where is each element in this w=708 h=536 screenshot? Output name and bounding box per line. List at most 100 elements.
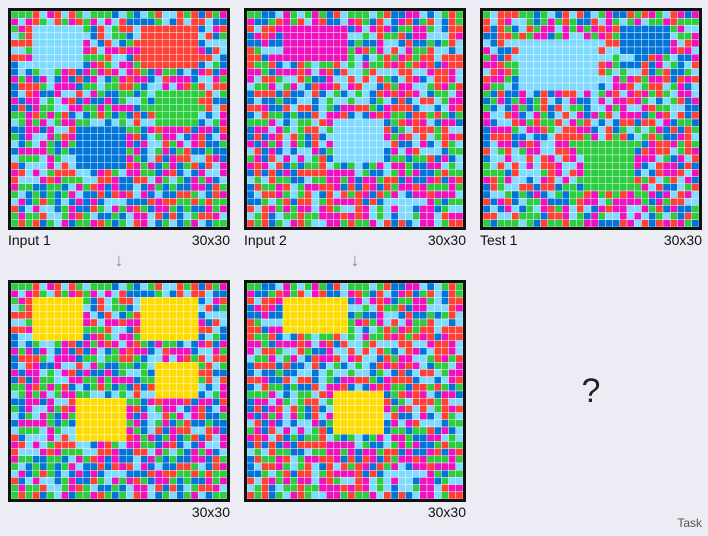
grid-cell[interactable]	[569, 205, 577, 213]
grid-cell[interactable]	[205, 469, 213, 478]
grid-cell[interactable]	[405, 133, 413, 141]
grid-cell[interactable]	[455, 176, 463, 185]
grid-cell[interactable]	[46, 32, 55, 41]
grid-cell[interactable]	[662, 32, 671, 41]
grid-cell[interactable]	[684, 133, 693, 141]
grid-cell[interactable]	[169, 46, 177, 55]
grid-cell[interactable]	[82, 111, 91, 120]
grid-cell[interactable]	[318, 297, 327, 305]
grid-cell[interactable]	[268, 361, 277, 370]
grid-cell[interactable]	[633, 104, 642, 112]
grid-cell[interactable]	[361, 311, 370, 320]
grid-cell[interactable]	[282, 190, 291, 199]
grid-cell[interactable]	[205, 11, 213, 19]
grid-cell[interactable]	[383, 176, 392, 185]
grid-cell[interactable]	[97, 118, 105, 127]
grid-cell[interactable]	[97, 111, 105, 120]
grid-cell[interactable]	[147, 205, 156, 213]
grid-cell[interactable]	[354, 118, 363, 127]
grid-cell[interactable]	[397, 25, 406, 33]
grid-cell[interactable]	[125, 25, 134, 33]
grid-cell[interactable]	[176, 326, 185, 334]
grid-cell[interactable]	[554, 118, 563, 127]
grid-cell[interactable]	[82, 54, 91, 62]
grid-cell[interactable]	[518, 111, 527, 120]
grid-cell[interactable]	[433, 219, 442, 227]
grid-cell[interactable]	[154, 97, 163, 105]
grid-cell[interactable]	[669, 46, 678, 55]
grid-cell[interactable]	[361, 491, 370, 499]
grid-cell[interactable]	[154, 484, 163, 493]
grid-cell[interactable]	[691, 11, 699, 19]
grid-cell[interactable]	[340, 39, 348, 48]
grid-cell[interactable]	[268, 54, 277, 62]
grid-cell[interactable]	[489, 39, 498, 48]
grid-cell[interactable]	[426, 318, 435, 327]
grid-cell[interactable]	[190, 469, 199, 478]
grid-cell[interactable]	[39, 390, 48, 399]
grid-cell[interactable]	[412, 333, 421, 341]
grid-cell[interactable]	[75, 75, 84, 84]
grid-cell[interactable]	[318, 289, 327, 298]
grid-cell[interactable]	[547, 212, 556, 221]
grid-cell[interactable]	[133, 426, 141, 435]
grid-cell[interactable]	[268, 304, 277, 313]
grid-cell[interactable]	[17, 97, 26, 105]
grid-cell[interactable]	[89, 111, 98, 120]
grid-cell[interactable]	[46, 455, 55, 464]
grid-cell[interactable]	[684, 176, 693, 185]
grid-cell[interactable]	[412, 82, 421, 91]
grid-cell[interactable]	[297, 304, 305, 313]
grid-cell[interactable]	[655, 154, 664, 163]
grid-cell[interactable]	[376, 111, 385, 120]
grid-cell[interactable]	[433, 25, 442, 33]
grid-cell[interactable]	[32, 11, 41, 19]
grid-cell[interactable]	[540, 11, 548, 19]
grid-cell[interactable]	[261, 17, 269, 26]
grid-cell[interactable]	[68, 97, 76, 105]
grid-cell[interactable]	[383, 212, 392, 221]
grid-cell[interactable]	[161, 205, 170, 213]
grid-cell[interactable]	[212, 426, 221, 435]
grid-cell[interactable]	[347, 376, 356, 384]
grid-cell[interactable]	[125, 197, 134, 206]
grid-cell[interactable]	[518, 82, 527, 91]
grid-cell[interactable]	[183, 17, 192, 26]
grid-cell[interactable]	[32, 361, 41, 370]
grid-cell[interactable]	[111, 183, 120, 192]
grid-cell[interactable]	[89, 361, 98, 370]
grid-cell[interactable]	[397, 340, 406, 348]
grid-cell[interactable]	[655, 161, 664, 170]
grid-cell[interactable]	[605, 82, 613, 91]
grid-cell[interactable]	[405, 75, 413, 84]
grid-cell[interactable]	[311, 133, 320, 141]
output-1-grid[interactable]	[8, 280, 230, 502]
grid-cell[interactable]	[426, 212, 435, 221]
grid-cell[interactable]	[190, 118, 199, 127]
grid-cell[interactable]	[448, 25, 457, 33]
grid-cell[interactable]	[340, 11, 348, 19]
grid-cell[interactable]	[677, 197, 685, 206]
grid-cell[interactable]	[333, 161, 341, 170]
grid-cell[interactable]	[183, 361, 192, 370]
grid-cell[interactable]	[576, 147, 584, 156]
grid-cell[interactable]	[11, 311, 19, 320]
grid-cell[interactable]	[361, 340, 370, 348]
grid-cell[interactable]	[354, 89, 363, 98]
grid-cell[interactable]	[104, 491, 112, 499]
grid-cell[interactable]	[140, 25, 149, 33]
grid-cell[interactable]	[376, 197, 385, 206]
grid-cell[interactable]	[261, 154, 269, 163]
grid-cell[interactable]	[169, 190, 177, 199]
grid-cell[interactable]	[205, 75, 213, 84]
grid-cell[interactable]	[61, 412, 69, 421]
grid-cell[interactable]	[290, 11, 298, 19]
grid-cell[interactable]	[405, 125, 413, 134]
grid-cell[interactable]	[662, 89, 671, 98]
grid-cell[interactable]	[282, 455, 291, 464]
grid-cell[interactable]	[111, 376, 120, 384]
grid-cell[interactable]	[147, 369, 156, 377]
grid-cell[interactable]	[333, 111, 341, 120]
grid-cell[interactable]	[212, 190, 221, 199]
grid-cell[interactable]	[361, 212, 370, 221]
